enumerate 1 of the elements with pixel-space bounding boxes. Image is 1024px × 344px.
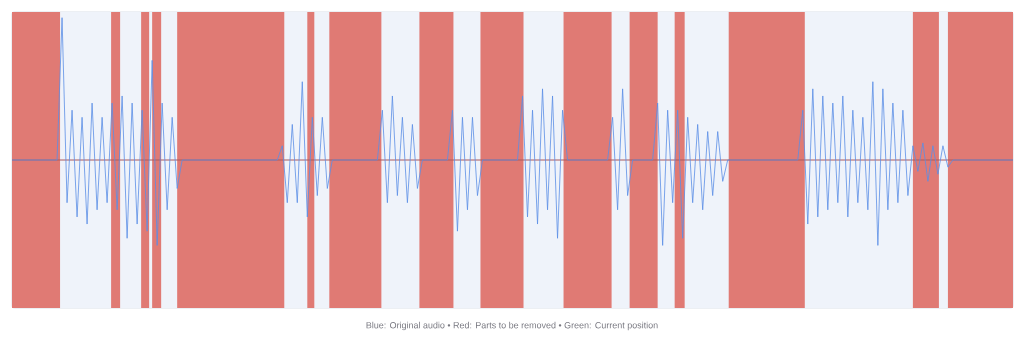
text: Blue: Original audio • Red: Parts to be removed • Green: Current position	[366, 321, 658, 331]
